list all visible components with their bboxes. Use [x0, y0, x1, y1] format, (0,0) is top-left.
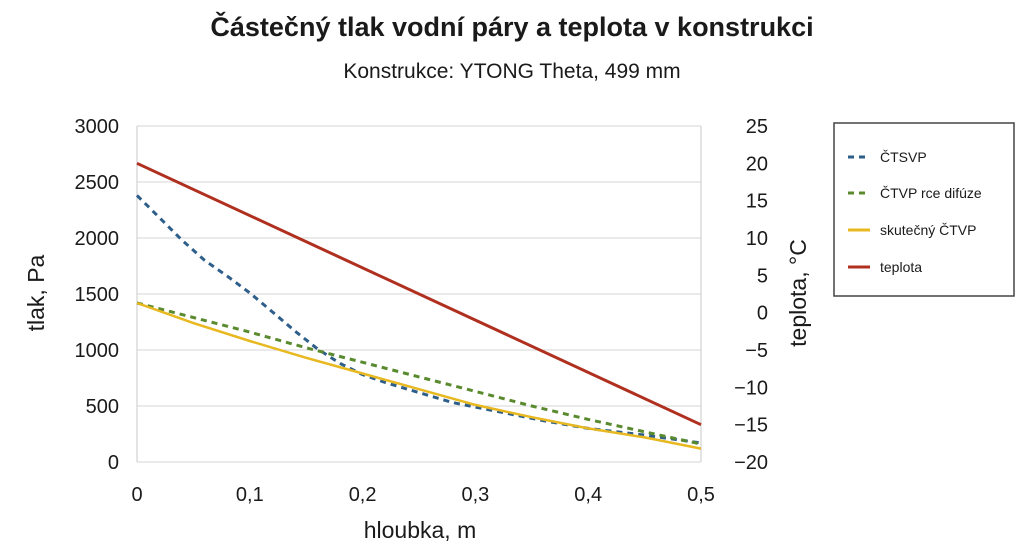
- y2-tick-label: 25: [746, 116, 768, 138]
- y-tick-label: 1000: [75, 340, 120, 362]
- series-line--tvp-rce-dif-ze: [136, 301, 702, 446]
- y2-tick-label: −15: [734, 415, 768, 437]
- y-axis-title: tlak, Pa: [23, 254, 49, 331]
- chart-subtitle: Konstrukce: YTONG Theta, 499 mm: [343, 60, 681, 83]
- x-tick-label: 0,2: [349, 484, 377, 506]
- y-tick-label: 2000: [75, 228, 120, 250]
- legend-label: teplota: [880, 259, 922, 275]
- y-axis-ticks: 0 500 1000 1500 2000 2500 3000: [75, 116, 120, 474]
- y-tick-label: 500: [86, 396, 119, 418]
- y2-tick-label: 20: [746, 153, 768, 175]
- y2-axis-ticks: −20 −15 −10 −5 0 5 10 15 20 25: [734, 116, 768, 474]
- gridlines: [136, 125, 702, 463]
- x-tick-label: 0,1: [236, 484, 264, 506]
- y2-axis-title: teplota, °C: [785, 239, 811, 347]
- y-tick-label: 1500: [75, 284, 120, 306]
- y2-tick-label: 15: [746, 191, 768, 213]
- x-tick-label: 0,4: [574, 484, 602, 506]
- y2-tick-label: −10: [734, 377, 768, 399]
- y2-tick-label: −20: [734, 452, 768, 474]
- x-tick-label: 0: [131, 484, 142, 506]
- y-tick-label: 2500: [75, 172, 120, 194]
- legend: ČTSVP ČTVP rce difúze skutečný ČTVP teplota: [833, 122, 1015, 297]
- chart-title: Částečný tlak vodní páry a teplota v kon…: [210, 12, 814, 42]
- series-lines: [135, 161, 702, 450]
- x-tick-label: 0,3: [461, 484, 489, 506]
- legend-label: skutečný ČTVP: [880, 222, 976, 238]
- series-line-skute-n-tvp: [136, 301, 702, 450]
- x-axis-ticks: 0 0,1 0,2 0,3 0,4 0,5: [131, 484, 714, 506]
- legend-label: ČTVP rce difúze: [880, 185, 982, 201]
- y2-tick-label: −5: [745, 340, 768, 362]
- series-line--tsvp: [135, 194, 702, 445]
- y2-tick-label: 5: [757, 265, 768, 287]
- x-axis-title: hloubka, m: [364, 517, 477, 543]
- series-line-teplota: [136, 161, 702, 427]
- legend-label: ČTSVP: [880, 149, 927, 165]
- y2-tick-label: 0: [757, 303, 768, 325]
- y-tick-label: 0: [108, 452, 119, 474]
- y2-tick-label: 10: [746, 228, 768, 250]
- x-tick-label: 0,5: [687, 484, 715, 506]
- y-tick-label: 3000: [75, 116, 120, 138]
